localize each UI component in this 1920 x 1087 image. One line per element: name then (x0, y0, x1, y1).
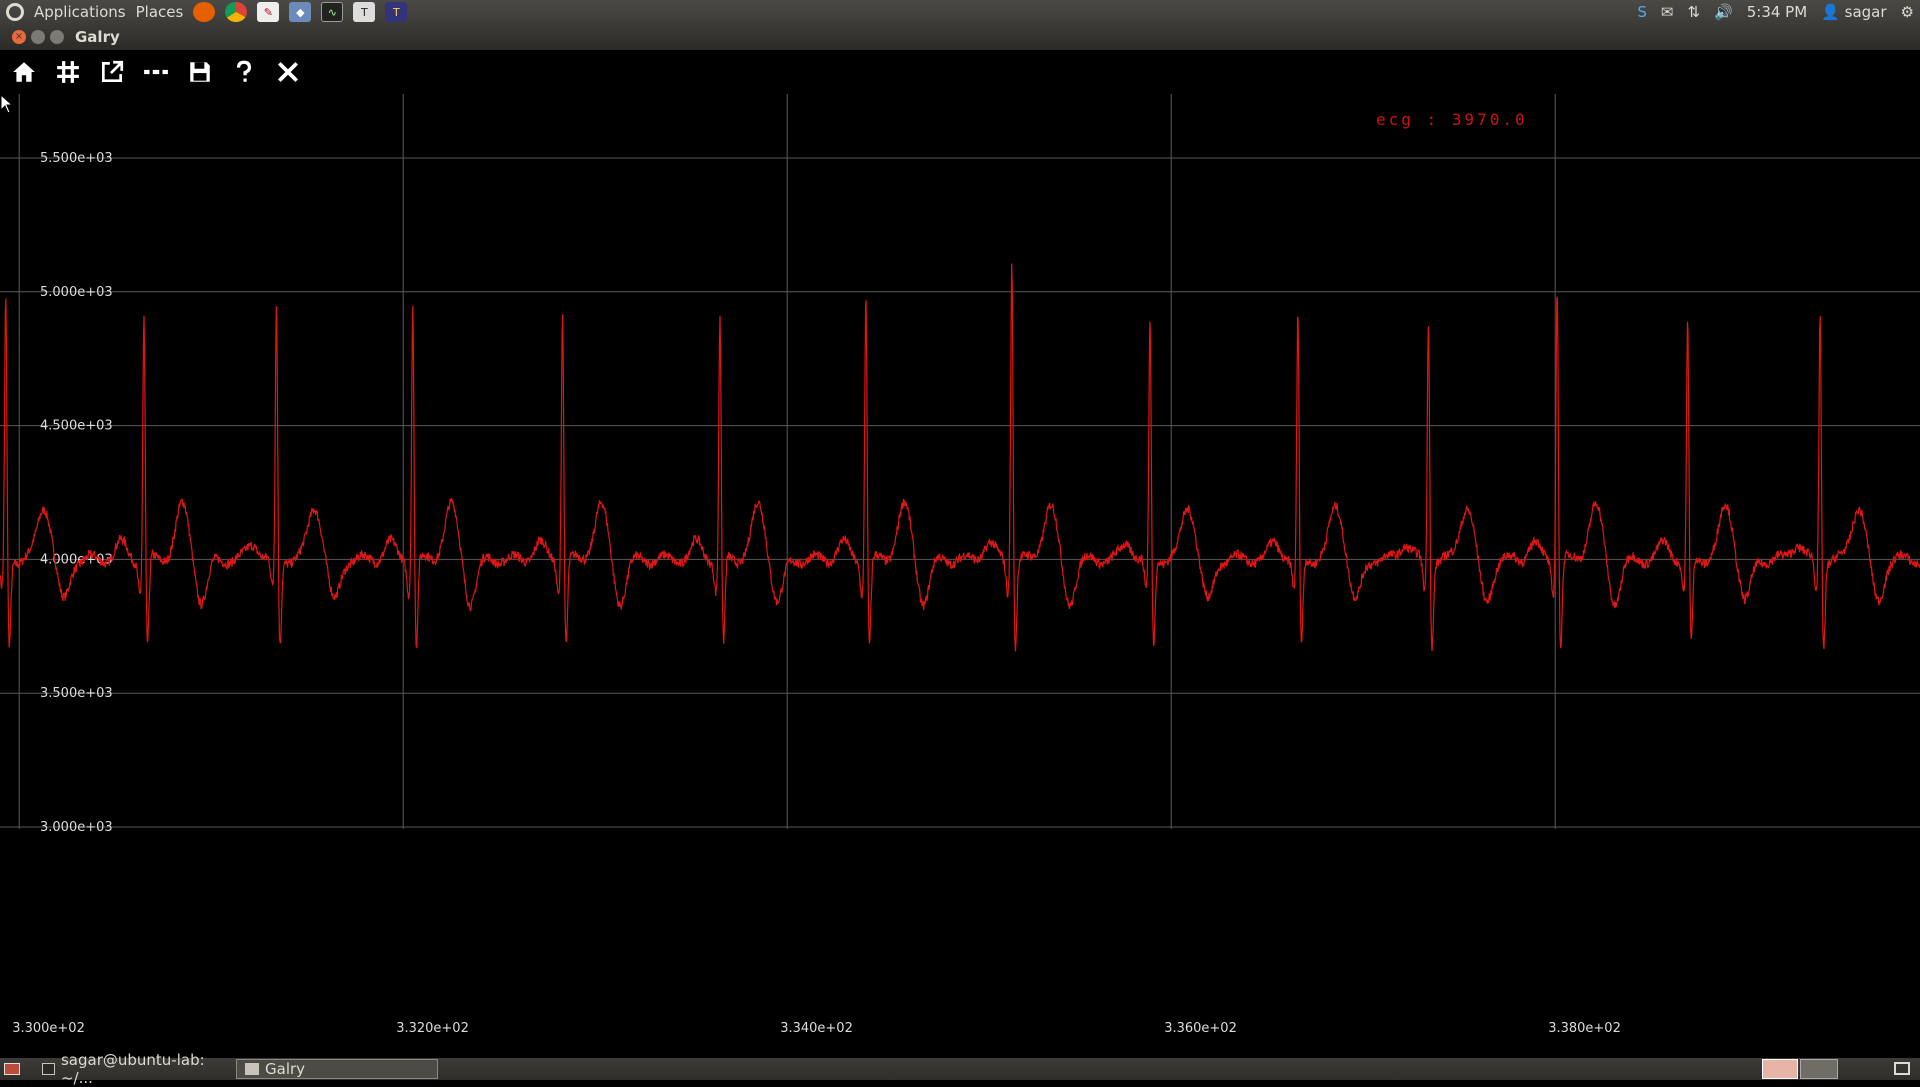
window-title: Galry (75, 28, 120, 46)
workspace-1[interactable] (1762, 1059, 1798, 1079)
x-tick-label: 3.360e+02 (1164, 1021, 1237, 1036)
window-minimize-button[interactable] (31, 30, 45, 44)
help-icon[interactable] (230, 58, 258, 86)
fullscreen-icon[interactable] (98, 58, 126, 86)
top-panel-right: S ✉ ⇅ 🔊 5:34 PM 👤 sagar ⚙ (1637, 0, 1914, 24)
clock[interactable]: 5:34 PM (1746, 3, 1808, 21)
window-maximize-button[interactable] (50, 30, 64, 44)
ecg-plot-canvas[interactable]: 5.500e+035.000e+034.500e+034.000e+033.50… (0, 94, 1920, 1058)
close-icon[interactable] (274, 58, 302, 86)
user-menu[interactable]: 👤 sagar (1821, 3, 1886, 21)
skype-icon[interactable]: S (1637, 3, 1647, 21)
window-close-button[interactable]: × (12, 30, 26, 44)
texmaker-icon[interactable]: T (385, 2, 408, 22)
x-tick-label: 3.300e+02 (12, 1021, 85, 1036)
virtualbox-icon[interactable]: ◆ (289, 2, 312, 22)
top-panel: Applications Places ✎ ◆ ∿ T T S ✉ ⇅ 🔊 5:… (0, 0, 1920, 24)
taskbar-item-label: Galry (265, 1060, 306, 1078)
firefox-icon[interactable] (193, 2, 216, 22)
home-icon[interactable] (10, 58, 38, 86)
x-tick-label: 3.340e+02 (780, 1021, 853, 1036)
ubuntu-logo-icon[interactable] (6, 3, 24, 21)
x-tick-label: 3.320e+02 (396, 1021, 469, 1036)
mouse-pointer-icon (0, 94, 14, 114)
top-panel-left: Applications Places ✎ ◆ ∿ T T (6, 0, 408, 24)
y-tick-label: 3.000e+03 (40, 820, 113, 835)
plot-toolbar (0, 50, 1920, 94)
save-icon[interactable] (186, 58, 214, 86)
places-menu[interactable]: Places (135, 3, 184, 21)
bottom-panel: sagar@ubuntu-lab: ~/... Galry (0, 1051, 1920, 1087)
taskbar-item-terminal[interactable]: sagar@ubuntu-lab: ~/... (34, 1051, 234, 1087)
terminal-icon (42, 1063, 55, 1075)
ecg-plot[interactable]: 5.500e+03 5.000e+03 4.500e+03 4.000e+03 3.50… (0, 94, 1920, 1058)
dash-icon[interactable] (142, 58, 170, 86)
ecg-series-line (0, 263, 1920, 652)
user-name: sagar (1844, 3, 1887, 21)
chrome-icon[interactable] (225, 2, 248, 22)
window-titlebar[interactable]: × Galry (0, 24, 1920, 50)
window-icon (245, 1063, 259, 1075)
pdf-viewer-icon[interactable]: ✎ (257, 2, 280, 22)
workspace-2[interactable] (1800, 1059, 1838, 1079)
taskbar-item-label: sagar@ubuntu-lab: ~/... (60, 1051, 205, 1087)
user-icon: 👤 (1821, 3, 1840, 21)
mail-icon[interactable]: ✉ (1660, 3, 1674, 21)
y-tick-label: 3.500e+03 (40, 686, 113, 701)
y-tick-label: 5.500e+03 (40, 151, 113, 166)
cursor-value-label: ecg : 3970.0 (1376, 110, 1528, 129)
taskbar-item-galry[interactable]: Galry (236, 1059, 438, 1079)
applications-menu[interactable]: Applications (34, 3, 126, 21)
axis-tick-labels: 5.500e+035.000e+034.500e+034.000e+033.50… (12, 151, 1621, 1036)
show-desktop-icon[interactable] (4, 1063, 20, 1075)
grid-lines (0, 94, 1920, 829)
y-tick-label: 4.500e+03 (40, 419, 113, 434)
system-monitor-icon[interactable]: ∿ (321, 2, 344, 22)
trash-icon[interactable] (1894, 1062, 1910, 1075)
volume-icon[interactable]: 🔊 (1714, 3, 1733, 21)
x-tick-label: 3.380e+02 (1548, 1021, 1621, 1036)
network-icon[interactable]: ⇅ (1687, 3, 1701, 21)
grid-icon[interactable] (54, 58, 82, 86)
latex-editor-icon[interactable]: T (353, 2, 376, 22)
y-tick-label: 5.000e+03 (40, 285, 113, 300)
ecg-signal (0, 263, 1920, 652)
session-gear-icon[interactable]: ⚙ (1900, 3, 1914, 21)
